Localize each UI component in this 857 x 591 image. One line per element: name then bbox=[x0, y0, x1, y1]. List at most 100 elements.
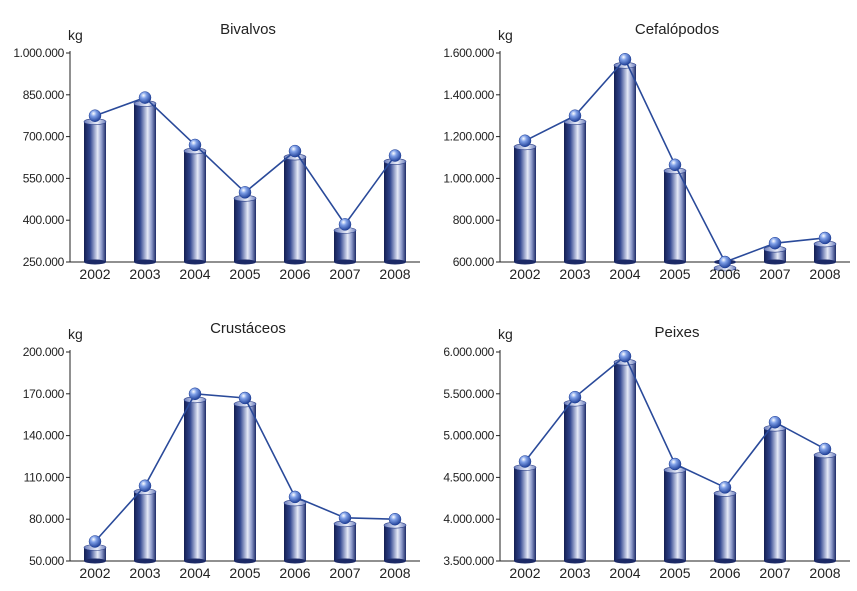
bar bbox=[813, 451, 837, 564]
bar-base bbox=[714, 558, 736, 564]
x-tick-label: 2007 bbox=[759, 565, 790, 581]
data-point-marker bbox=[618, 53, 632, 66]
bar-base bbox=[614, 259, 636, 265]
bar-body bbox=[334, 230, 356, 262]
x-tick-label: 2002 bbox=[509, 565, 540, 581]
bar-base bbox=[134, 558, 156, 564]
bar-base bbox=[334, 259, 356, 265]
bar-body bbox=[664, 170, 686, 262]
data-point-marker bbox=[138, 91, 152, 104]
bar bbox=[383, 521, 407, 564]
bar bbox=[663, 167, 687, 265]
bar bbox=[663, 466, 687, 564]
bar-body bbox=[664, 470, 686, 561]
data-point-marker bbox=[768, 415, 782, 429]
bar bbox=[283, 499, 307, 564]
chart-panel: Crustáceos kg 50.000 80.000 110.000 140.000 17… bbox=[23, 320, 420, 581]
bar-body bbox=[234, 403, 256, 561]
bar-body bbox=[284, 157, 306, 262]
bar bbox=[763, 245, 787, 265]
y-tick-label: 50.000 bbox=[29, 554, 65, 568]
data-point-marker bbox=[88, 109, 102, 122]
x-tick-label: 2003 bbox=[129, 266, 160, 282]
x-tick-label: 2006 bbox=[279, 266, 310, 282]
bar-base bbox=[664, 558, 686, 564]
data-point-marker bbox=[188, 138, 202, 152]
bar bbox=[183, 147, 207, 265]
bar-body bbox=[84, 547, 106, 561]
x-tick-label: 2003 bbox=[559, 565, 590, 581]
x-tick-label: 2007 bbox=[329, 266, 360, 282]
bar bbox=[133, 488, 157, 564]
x-tick-label: 2006 bbox=[279, 565, 310, 581]
bar-base bbox=[134, 259, 156, 265]
y-tick-label: 1.200.000 bbox=[443, 130, 494, 144]
x-tick-label: 2005 bbox=[659, 266, 690, 282]
bar-base bbox=[814, 259, 836, 265]
data-point-marker bbox=[718, 481, 732, 494]
y-tick-label: 170.000 bbox=[23, 387, 65, 401]
y-tick-label: 850.000 bbox=[23, 88, 65, 102]
y-tick-label: 700.000 bbox=[23, 130, 65, 144]
y-axis-unit: kg bbox=[68, 27, 83, 43]
data-point-marker bbox=[388, 512, 402, 526]
x-tick-label: 2004 bbox=[179, 565, 210, 581]
y-axis-unit: kg bbox=[498, 326, 513, 342]
bar-base bbox=[84, 558, 106, 564]
bar bbox=[513, 464, 537, 564]
bar-base bbox=[814, 558, 836, 564]
bar bbox=[133, 100, 157, 265]
bar-base bbox=[234, 259, 256, 265]
data-point-marker bbox=[238, 186, 252, 199]
data-point-marker bbox=[338, 218, 352, 231]
bar-body bbox=[84, 121, 106, 262]
bar-base bbox=[514, 259, 536, 265]
x-tick-label: 2002 bbox=[79, 266, 110, 282]
x-tick-label: 2008 bbox=[379, 266, 410, 282]
data-point-marker bbox=[338, 511, 352, 525]
bar bbox=[333, 520, 357, 564]
data-point-marker bbox=[818, 442, 832, 456]
bar bbox=[83, 118, 107, 265]
bar-body bbox=[184, 399, 206, 561]
data-point-marker bbox=[138, 479, 152, 493]
data-point-marker bbox=[238, 391, 252, 405]
bar-body bbox=[334, 523, 356, 561]
bar bbox=[333, 227, 357, 265]
bar bbox=[233, 400, 257, 564]
data-point-marker bbox=[518, 134, 532, 148]
y-tick-label: 110.000 bbox=[24, 470, 65, 484]
x-tick-label: 2008 bbox=[809, 565, 840, 581]
bar-body bbox=[514, 146, 536, 262]
y-tick-label: 1.600.000 bbox=[443, 46, 494, 60]
bar-body bbox=[284, 502, 306, 561]
x-tick-label: 2005 bbox=[229, 565, 260, 581]
x-tick-label: 2005 bbox=[659, 565, 690, 581]
y-tick-label: 3.500.000 bbox=[443, 554, 494, 568]
chart-panel: Cefalópodos kg 600.000 800.000 1.000.000 1.20… bbox=[443, 21, 850, 282]
x-tick-label: 2008 bbox=[379, 565, 410, 581]
data-point-marker bbox=[568, 390, 582, 404]
data-point-marker bbox=[388, 149, 402, 162]
y-tick-label: 600.000 bbox=[453, 255, 495, 269]
y-tick-label: 800.000 bbox=[453, 213, 495, 227]
bar-base bbox=[284, 259, 306, 265]
y-tick-label: 5.000.000 bbox=[443, 429, 494, 443]
bar-body bbox=[134, 491, 156, 561]
bar-body bbox=[184, 150, 206, 262]
y-tick-label: 5.500.000 bbox=[443, 387, 494, 401]
bar-body bbox=[814, 454, 836, 561]
bar-base bbox=[564, 259, 586, 265]
chart-panel: Bivalvos kg 250.000 400.000 550.000 700.000 85… bbox=[13, 21, 420, 282]
x-tick-label: 2004 bbox=[609, 266, 640, 282]
bar-body bbox=[714, 493, 736, 561]
bar-base bbox=[334, 558, 356, 564]
x-tick-label: 2004 bbox=[609, 565, 640, 581]
bar bbox=[563, 399, 587, 564]
bar-body bbox=[384, 161, 406, 262]
x-tick-label: 2006 bbox=[709, 266, 740, 282]
bar-base bbox=[764, 259, 786, 265]
y-tick-label: 1.000.000 bbox=[443, 171, 494, 185]
chart-title: Bivalvos bbox=[220, 21, 276, 38]
